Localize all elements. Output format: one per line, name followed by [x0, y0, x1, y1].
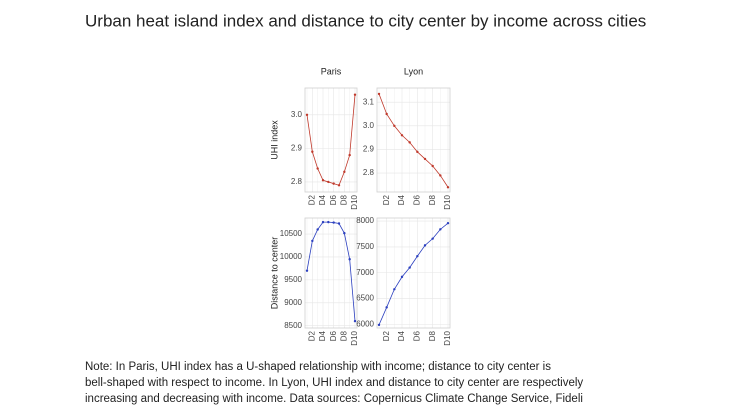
- data-point: [446, 186, 450, 189]
- x-tick-label: D4: [318, 194, 327, 205]
- y-tick-label: 2.9: [363, 145, 375, 154]
- panel-title: Lyon: [404, 66, 423, 76]
- data-point: [321, 220, 325, 224]
- data-line: [306, 221, 356, 322]
- y-tick-label: 8000: [356, 216, 374, 225]
- data-point: [377, 92, 381, 96]
- x-tick-label: D6: [412, 330, 421, 341]
- y-tick-label: 3.0: [363, 121, 375, 130]
- y-tick-label: 9500: [284, 275, 302, 284]
- data-point: [408, 266, 411, 269]
- x-tick-label: D8: [339, 194, 348, 205]
- y-tick-label: 6500: [356, 294, 374, 303]
- chart-title: Urban heat island index and distance to …: [85, 11, 646, 30]
- y-tick-label: 2.8: [291, 177, 303, 186]
- x-tick-label: D10: [443, 194, 452, 209]
- data-point: [385, 112, 388, 116]
- data-point: [393, 124, 396, 128]
- data-line: [378, 93, 449, 188]
- data-point: [400, 134, 404, 137]
- x-tick-label: D4: [397, 330, 406, 341]
- y-tick-label: 10000: [280, 252, 303, 261]
- data-point: [423, 244, 427, 247]
- y-tick-label: 9000: [284, 298, 302, 307]
- data-point: [327, 180, 330, 184]
- data-point: [316, 167, 319, 170]
- data-point: [400, 275, 404, 279]
- data-point: [332, 182, 335, 185]
- x-tick-label: D8: [428, 330, 437, 341]
- note-line: bell-shaped with respect to income. In L…: [85, 377, 583, 389]
- note-line: increasing and decreasing with income. D…: [85, 393, 583, 405]
- y-tick-label: 3.0: [291, 110, 303, 119]
- x-tick-label: D4: [397, 194, 406, 205]
- data-point: [327, 220, 330, 224]
- note-line: Note: In Paris, UHI index has a U-shaped…: [85, 361, 551, 373]
- data-point: [316, 228, 319, 231]
- data-point: [305, 269, 309, 272]
- x-tick-label: D4: [318, 330, 327, 341]
- x-tick-label: D10: [350, 194, 359, 209]
- y-axis-label: UHI index: [269, 120, 279, 160]
- data-point: [431, 164, 434, 168]
- data-point: [377, 323, 381, 327]
- data-point: [439, 228, 442, 231]
- y-tick-label: 7500: [356, 242, 374, 251]
- x-tick-label: D2: [382, 330, 391, 341]
- data-point: [353, 319, 357, 323]
- x-tick-label: D2: [307, 194, 316, 205]
- x-tick-label: D6: [329, 194, 338, 205]
- x-tick-label: D10: [350, 330, 359, 345]
- data-point: [446, 221, 450, 225]
- data-point: [337, 222, 341, 225]
- y-tick-label: 2.8: [363, 168, 375, 177]
- panel-background: [305, 218, 357, 328]
- x-tick-label: D2: [382, 194, 391, 205]
- panel-border: [304, 87, 358, 193]
- y-tick-label: 6000: [356, 319, 374, 328]
- data-point: [311, 150, 314, 153]
- data-point: [416, 150, 419, 154]
- panel-border: [376, 87, 451, 193]
- data-point: [393, 288, 396, 291]
- data-point: [332, 221, 335, 224]
- data-point: [431, 237, 434, 240]
- data-point: [353, 93, 357, 96]
- data-point: [321, 179, 325, 182]
- data-point: [348, 153, 351, 157]
- data-point: [348, 258, 351, 261]
- x-tick-label: D8: [339, 330, 348, 341]
- data-point: [416, 255, 419, 258]
- y-axis-label: Distance to center: [269, 237, 279, 310]
- panel-border: [376, 217, 451, 329]
- x-tick-label: D2: [307, 330, 316, 341]
- y-tick-label: 3.1: [363, 97, 375, 106]
- data-point: [385, 306, 388, 309]
- data-point: [408, 141, 411, 144]
- panel-border: [304, 217, 358, 329]
- data-point: [343, 231, 346, 235]
- panel-background: [377, 88, 450, 192]
- panel-title: Paris: [321, 66, 342, 76]
- x-tick-label: D8: [428, 194, 437, 205]
- panel-background: [305, 88, 357, 192]
- data-point: [311, 239, 314, 243]
- x-tick-label: D6: [412, 194, 421, 205]
- data-point: [305, 113, 309, 117]
- y-tick-label: 10500: [280, 229, 303, 238]
- y-tick-label: 7000: [356, 268, 374, 277]
- data-point: [439, 174, 442, 177]
- y-tick-label: 8500: [284, 321, 302, 330]
- x-tick-label: D10: [443, 330, 452, 345]
- data-point: [337, 184, 341, 187]
- data-line: [306, 94, 356, 186]
- y-tick-label: 2.9: [291, 143, 303, 152]
- data-point: [423, 157, 427, 161]
- data-line: [378, 222, 449, 326]
- data-point: [343, 170, 346, 174]
- x-tick-label: D6: [329, 330, 338, 341]
